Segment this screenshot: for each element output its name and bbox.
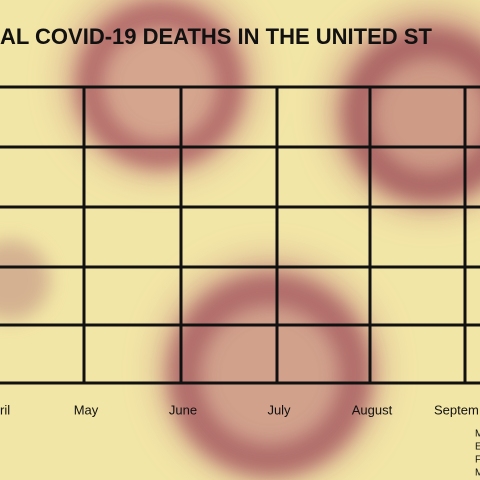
x-tick-label: June [169,402,197,417]
footnote-line: M [475,429,480,440]
x-tick-label: May [74,402,99,417]
footnote-line: F [475,455,480,466]
x-tick-label: August [352,402,393,417]
x-axis-labels: ril May June July August Septem [0,402,479,417]
footnote-line: M [475,468,480,479]
x-tick-label: ril [0,402,10,417]
footnote-line: E [475,442,480,453]
grid [0,85,480,385]
x-tick-label: Septem [434,402,479,417]
x-tick-label: July [267,402,291,417]
chart-title: AL COVID-19 DEATHS IN THE UNITED ST [0,24,432,49]
